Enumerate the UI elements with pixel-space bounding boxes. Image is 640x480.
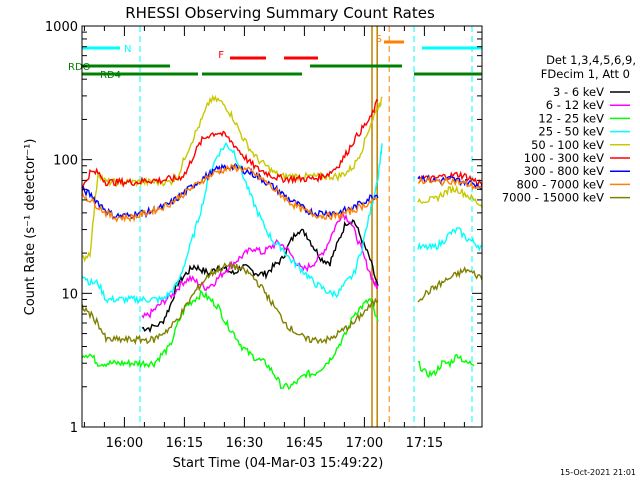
- legend-label-7: 800 - 7000 keV: [516, 177, 604, 191]
- y-tick-label-3: 1000: [45, 20, 78, 35]
- y-axis-ticks: 1 10 100 1000: [45, 20, 482, 436]
- chart-title: RHESSI Observing Summary Count Rates: [125, 4, 435, 22]
- legend-label-5: 100 - 300 keV: [524, 151, 604, 165]
- flag-label-rd4: RD4: [100, 70, 121, 81]
- y-tick-label-1: 10: [61, 287, 78, 302]
- footer-timestamp: 15-Oct-2021 21:01: [560, 468, 636, 477]
- legend-label-1: 6 - 12 keV: [546, 98, 604, 112]
- x-axis-label: Start Time (04-Mar-03 15:49:22): [173, 456, 384, 471]
- legend-label-3: 25 - 50 keV: [538, 125, 604, 139]
- series-line-7-seg-0: [82, 163, 379, 223]
- series-line-8-seg-1: [417, 265, 482, 303]
- series-line-4-seg-0: [82, 94, 383, 263]
- legend-label-6: 300 - 800 keV: [524, 164, 604, 178]
- series-line-2-seg-1: [417, 353, 475, 379]
- x-tick-label-0: 16:00: [106, 436, 143, 451]
- x-tick-label-2: 16:30: [226, 436, 263, 451]
- series-line-7-seg-1: [417, 176, 482, 191]
- x-tick-label-1: 16:15: [166, 436, 203, 451]
- y-tick-label-2: 100: [53, 154, 78, 169]
- legend-label-4: 50 - 100 keV: [531, 138, 604, 152]
- plot-frame: [81, 25, 483, 428]
- series-line-5-seg-0: [82, 99, 379, 193]
- series-line-0-seg-0: [141, 219, 379, 334]
- x-tick-label-3: 16:45: [286, 436, 323, 451]
- series-line-3-seg-0: [82, 141, 383, 305]
- series-line-8-seg-0: [82, 260, 379, 346]
- x-tick-label-5: 17:15: [406, 436, 443, 451]
- observing-flag-bars: N F S RDO RD4: [68, 34, 482, 81]
- series-line-2-seg-0: [82, 289, 379, 390]
- flag-label-n: N: [124, 44, 131, 55]
- legend-label-0: 3 - 6 keV: [553, 85, 604, 99]
- legend-label-2: 12 - 25 keV: [538, 111, 604, 125]
- legend-label-8: 7000 - 15000 keV: [502, 191, 604, 205]
- x-axis-ticks: 16:00 16:15 16:30 16:45 17:00 17:15: [83, 26, 465, 451]
- series-lines: [82, 94, 482, 390]
- legend-header-line-1: Det 1,3,4,5,6,9,: [546, 53, 636, 67]
- flag-label-rdo: RDO: [68, 62, 91, 73]
- series-line-4-seg-1: [417, 184, 482, 208]
- flag-label-f: F: [218, 50, 224, 61]
- series-line-3-seg-1: [417, 227, 482, 252]
- vertical-marker-lines: [139, 26, 473, 427]
- legend-header-line-2: FDecim 1, Att 0: [541, 67, 630, 81]
- y-tick-label-0: 1: [70, 421, 78, 436]
- flag-label-s: S: [376, 34, 382, 45]
- y-axis-label: Count Rate (s⁻¹ detector⁻¹): [23, 139, 38, 316]
- x-tick-label-4: 17:00: [346, 436, 383, 451]
